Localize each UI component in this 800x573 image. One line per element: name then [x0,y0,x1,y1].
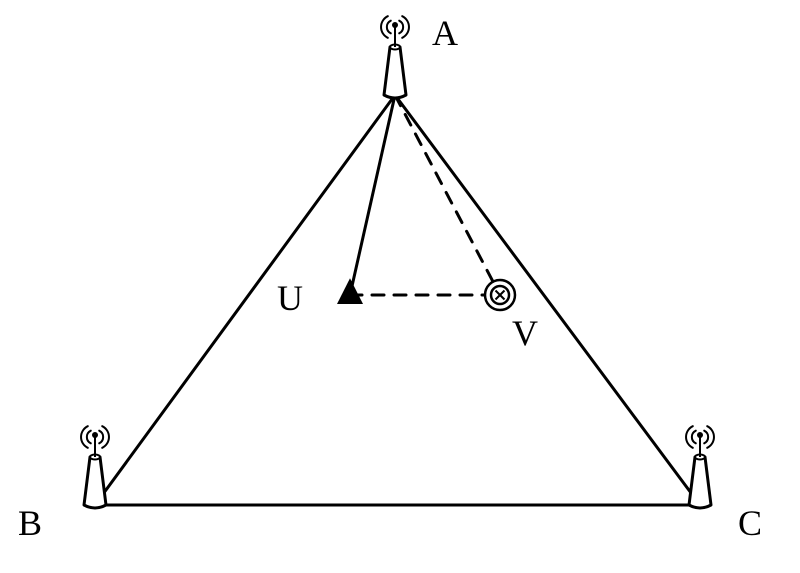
label-C: C [738,503,762,543]
nodes-layer [81,16,714,508]
edge-A-V [395,95,500,295]
target-node-V [485,280,515,310]
edge-A-C [395,95,700,505]
tower-C [686,426,714,508]
label-B: B [18,503,42,543]
tower-A [381,16,409,98]
label-U: U [277,278,303,318]
label-V: V [512,313,538,353]
edges-layer [95,95,700,505]
tower-B [81,426,109,508]
user-node-U [337,278,363,304]
tower-triangulation-diagram: A B C U V [0,0,800,573]
label-A: A [432,13,458,53]
